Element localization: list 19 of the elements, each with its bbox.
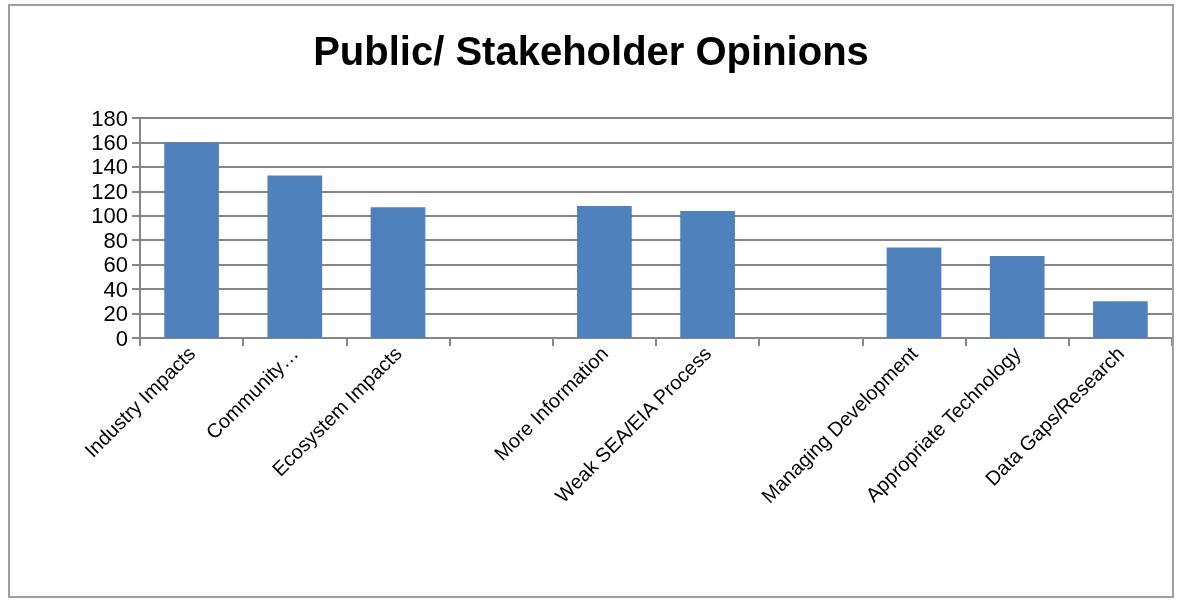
y-tick-label: 120: [91, 178, 128, 204]
y-tick-label: 0: [115, 325, 128, 351]
bar: [267, 175, 323, 338]
y-tick-label: 140: [91, 154, 128, 180]
bar: [164, 142, 219, 338]
y-tick-label: 40: [103, 276, 128, 302]
bar: [370, 207, 426, 338]
y-tick-label: 80: [103, 227, 128, 253]
y-tick-label: 20: [103, 301, 128, 327]
y-tick-label: 180: [91, 105, 128, 131]
y-tick-label: 160: [91, 129, 128, 155]
bar: [680, 210, 735, 338]
y-tick-label: 60: [103, 252, 128, 278]
bar: [1093, 301, 1148, 338]
chart-title: Public/ Stakeholder Opinions: [313, 29, 869, 73]
y-tick-label: 100: [91, 203, 128, 229]
bar: [989, 256, 1045, 338]
bar: [577, 206, 632, 338]
bar: [886, 247, 942, 338]
